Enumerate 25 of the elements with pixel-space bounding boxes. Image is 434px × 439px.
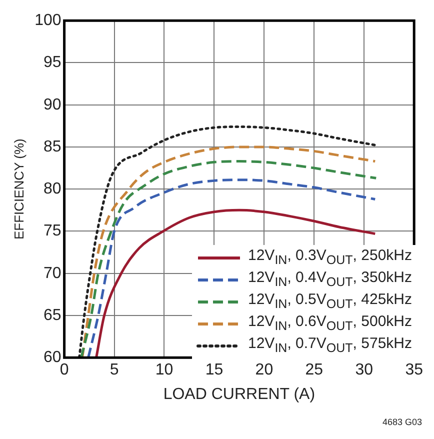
- legend-label: 12V$_{IN}$, 0.6V$_{OUT}$, 500kHz: [248, 313, 412, 335]
- y-tick-label: 85: [44, 138, 62, 156]
- legend-label: 12V$_{IN}$, 0.7V$_{OUT}$, 575kHz: [248, 335, 412, 357]
- x-tick-label: 10: [155, 362, 174, 379]
- y-tick-label: 75: [44, 222, 62, 240]
- x-tick-label: 35: [405, 362, 424, 379]
- legend-label: 12V$_{IN}$, 0.4V$_{OUT}$, 350kHz: [248, 269, 412, 291]
- text: 4683 G03: [382, 417, 422, 427]
- y-tick-label: 70: [44, 264, 62, 282]
- x-axis-title: LOAD CURRENT (A): [163, 386, 316, 403]
- y-tick-label: 80: [44, 180, 62, 198]
- y-tick-label: 100: [34, 12, 62, 30]
- x-tick-label: 15: [205, 362, 224, 379]
- x-tick-label: 25: [305, 362, 324, 379]
- legend-label: 12V$_{IN}$, 0.5V$_{OUT}$, 425kHz: [248, 291, 412, 313]
- y-tick-label: 95: [44, 54, 62, 72]
- y-tick-label: 90: [44, 96, 62, 114]
- y-axis-title: EFFICIENCY (%): [11, 138, 26, 240]
- x-tick-label: 5: [110, 362, 119, 379]
- legend-label: 12V$_{IN}$, 0.3V$_{OUT}$, 250kHz: [248, 247, 412, 269]
- x-tick-label: 0: [60, 362, 69, 379]
- x-tick-label: 20: [255, 362, 274, 379]
- y-tick-label: 65: [44, 306, 62, 324]
- x-tick-label: 30: [355, 362, 374, 379]
- y-tick-label: 60: [44, 349, 62, 366]
